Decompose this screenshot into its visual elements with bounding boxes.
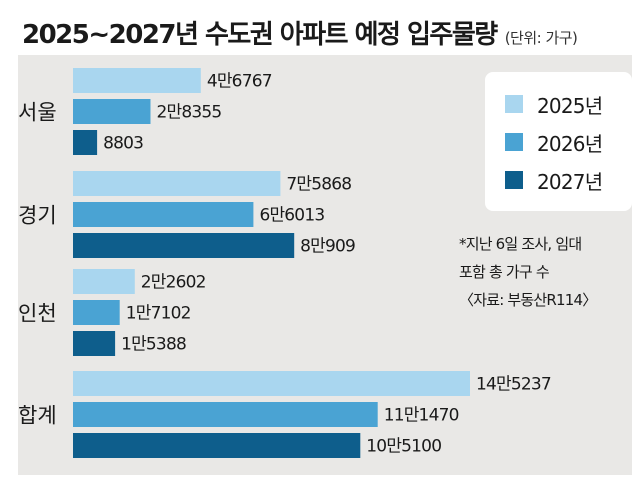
bar-gyeonggi-2027: [73, 233, 295, 258]
category-label-incheon: 인천: [18, 302, 57, 326]
bar-gyeonggi-2026: [73, 202, 254, 227]
legend-item-2025: 2025년: [505, 85, 632, 123]
data-label-gyeonggi-2026: 6만6013: [259, 206, 324, 226]
legend-label-2025: 2025년: [537, 93, 603, 118]
bar-incheon-2025: [73, 269, 135, 294]
bar-total-2027: [73, 433, 361, 458]
notes: *지난 6일 조사, 임대 포함 총 가구 수 〈자료: 부동산R114〉: [459, 230, 629, 314]
unit-label: (단위: 가구): [504, 29, 578, 47]
source-note: 〈자료: 부동산R114〉: [459, 291, 597, 309]
chart-title: 2025~2027년 수도권 아파트 예정 입주물량: [22, 20, 498, 50]
legend-label-2027: 2027년: [537, 169, 603, 194]
bar-chart: 서울 4만6767 2만8355 8803 경기 7만5868 6만6013 8만909 인천 2…: [18, 68, 552, 458]
legend-label-2026: 2026년: [537, 131, 603, 156]
chart-panel: 서울 4만6767 2만8355 8803 경기 7만5868 6만6013 8만909 인천 2…: [18, 55, 632, 475]
footnote-line-2: 포함 총 가구 수: [459, 263, 550, 281]
data-label-seoul-2027: 8803: [103, 134, 143, 154]
footnote-line-1: *지난 6일 조사, 임대: [459, 235, 582, 253]
bar-seoul-2026: [73, 99, 151, 124]
legend-swatch-2027: [505, 171, 523, 189]
bar-seoul-2025: [73, 68, 201, 93]
legend-item-2026: 2026년: [505, 123, 632, 161]
bar-total-2026: [73, 402, 378, 427]
data-label-incheon-2026: 1만7102: [126, 304, 191, 324]
legend: 2025년 2026년 2027년: [485, 72, 632, 211]
data-label-incheon-2025: 2만2602: [141, 273, 206, 293]
data-label-incheon-2027: 1만5388: [121, 335, 186, 355]
category-label-gyeonggi: 경기: [18, 204, 57, 228]
category-label-seoul: 서울: [18, 101, 57, 125]
legend-item-2027: 2027년: [505, 161, 632, 199]
bar-total-2025: [73, 371, 470, 396]
data-label-total-2026: 11만1470: [384, 406, 459, 426]
data-label-seoul-2025: 4만6767: [207, 72, 272, 92]
data-label-seoul-2026: 2만8355: [157, 103, 222, 123]
bar-incheon-2026: [73, 300, 120, 325]
bar-gyeonggi-2025: [73, 171, 281, 196]
data-label-gyeonggi-2027: 8만909: [300, 237, 355, 257]
legend-swatch-2026: [505, 133, 523, 151]
bar-incheon-2027: [73, 331, 116, 356]
data-label-total-2027: 10만5100: [366, 437, 441, 457]
legend-swatch-2025: [505, 95, 523, 113]
data-label-total-2025: 14만5237: [476, 375, 551, 395]
title-bar: 2025~2027년 수도권 아파트 예정 입주물량 (단위: 가구): [22, 14, 622, 54]
bar-seoul-2027: [73, 130, 98, 155]
category-label-total: 합계: [18, 404, 57, 428]
data-label-gyeonggi-2025: 7만5868: [286, 175, 351, 195]
